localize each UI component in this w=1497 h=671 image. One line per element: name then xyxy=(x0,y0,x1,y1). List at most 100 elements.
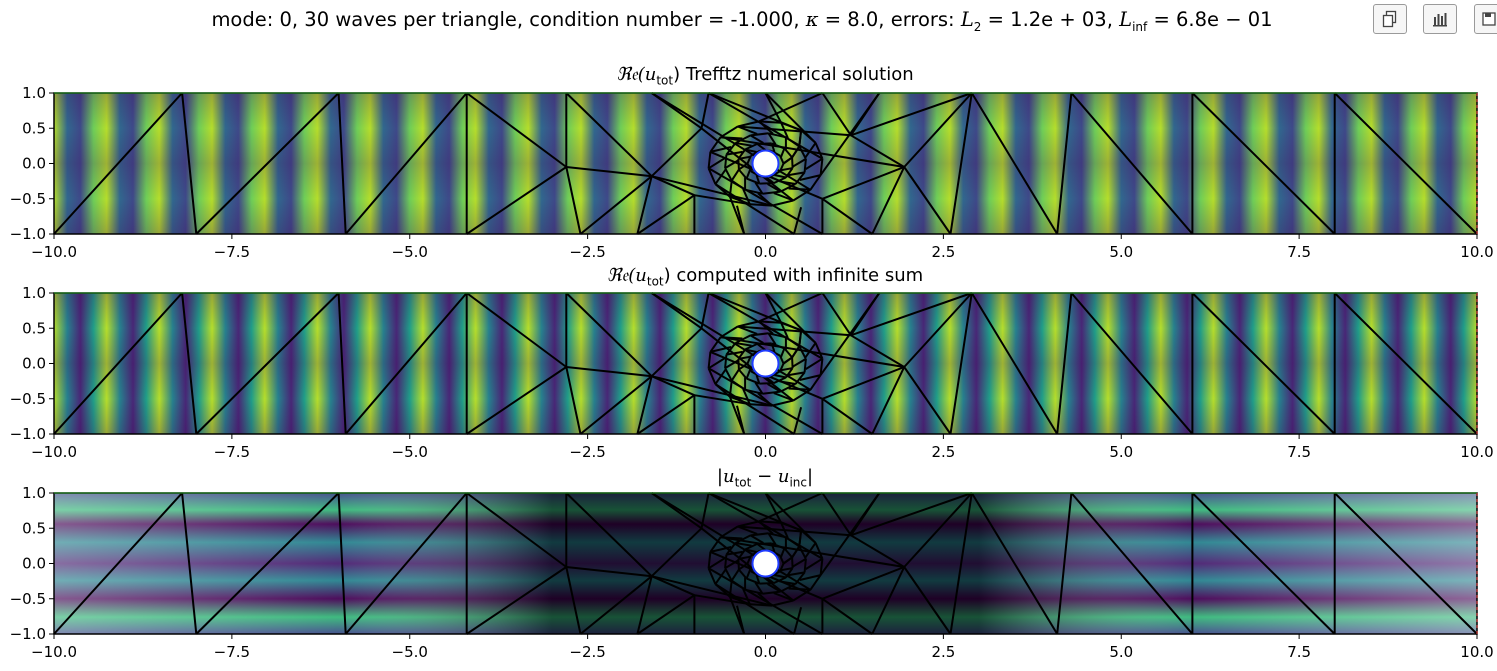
mesh-edge xyxy=(651,127,703,177)
mesh-edge xyxy=(700,92,710,129)
mesh-edge xyxy=(791,545,801,558)
mesh-edge xyxy=(53,492,183,635)
y-tick-label: 1.0 xyxy=(22,484,46,502)
x-tick-label: −7.5 xyxy=(214,643,250,661)
mesh-edge xyxy=(782,356,793,365)
x-tick-label: −2.5 xyxy=(569,243,605,261)
y-tick-label: −0.5 xyxy=(10,590,46,608)
mesh-edge xyxy=(791,557,794,569)
mesh-edge xyxy=(337,92,347,235)
mesh-edge xyxy=(798,130,803,147)
mesh-edge xyxy=(850,334,905,368)
mesh-edge xyxy=(720,525,739,539)
copy-button[interactable] xyxy=(1373,4,1407,34)
mesh-edge xyxy=(1333,492,1478,635)
mesh-edge xyxy=(651,375,695,397)
mesh-edge xyxy=(337,292,347,435)
mesh-edge xyxy=(949,292,973,435)
mesh-edge xyxy=(742,588,751,605)
mesh-edge xyxy=(754,182,764,195)
x-tick-label: 2.5 xyxy=(931,643,955,661)
mesh-edge xyxy=(714,583,795,635)
x-tick-label: 5.0 xyxy=(1109,643,1133,661)
mesh-edge xyxy=(724,154,728,169)
mesh-edge xyxy=(764,492,817,544)
save-button[interactable] xyxy=(1474,4,1497,34)
mesh-edge xyxy=(791,345,801,358)
mesh-edge xyxy=(779,563,785,572)
mesh-edge xyxy=(809,174,822,191)
mesh-edge xyxy=(970,92,1059,235)
mesh-edge xyxy=(1333,292,1478,435)
mesh-edge xyxy=(636,175,653,235)
x-tick-label: −2.5 xyxy=(569,643,605,661)
mesh-edge xyxy=(709,336,722,353)
mesh-edge xyxy=(819,492,881,576)
x-tick-label: −10.0 xyxy=(31,443,77,461)
bar-chart-icon xyxy=(1433,13,1447,27)
chart-button[interactable] xyxy=(1423,4,1457,34)
mesh-edge xyxy=(805,557,823,570)
mesh-edge xyxy=(804,342,817,358)
mesh-edge xyxy=(819,292,881,376)
y-tick-label: 1.0 xyxy=(22,284,46,302)
mesh-edge xyxy=(780,183,796,193)
mesh-edge xyxy=(742,188,751,205)
mesh-edge xyxy=(735,342,752,347)
mesh-edge xyxy=(767,132,777,145)
x-tick-label: 10.0 xyxy=(1460,443,1493,461)
mesh-edge xyxy=(181,292,198,435)
mesh-edge xyxy=(871,566,906,635)
mesh-edge xyxy=(798,330,803,347)
mesh-edge xyxy=(755,374,761,384)
mesh-edge xyxy=(708,167,823,235)
y-tick-label: 0.5 xyxy=(22,319,46,337)
mesh-edge xyxy=(566,566,652,578)
mesh-edge xyxy=(708,92,802,132)
mesh-edge xyxy=(195,292,340,435)
mesh-edge xyxy=(798,145,807,160)
mesh-edge xyxy=(344,292,468,435)
mesh-edge xyxy=(773,592,794,602)
mesh-edge xyxy=(791,357,794,369)
mesh-edge xyxy=(822,366,905,400)
mesh-edge xyxy=(970,292,1059,435)
mesh xyxy=(53,492,1478,635)
mesh-edge xyxy=(714,183,795,235)
mesh-edge xyxy=(780,383,796,393)
mesh-edge xyxy=(708,357,726,370)
mesh-edge xyxy=(53,92,183,235)
obstacle xyxy=(751,349,780,378)
mesh-edge xyxy=(694,194,750,206)
mesh-edge xyxy=(749,334,764,344)
mesh-edge xyxy=(758,520,782,524)
mesh-edge xyxy=(774,374,787,379)
mesh-edge xyxy=(708,492,802,532)
mesh-edge xyxy=(579,375,653,435)
panel-3-axes: 1.0 0.5 0.0 −0.5 −1.0−10.0 −7.5 −5.0 −2.5 0.0 2.5… xyxy=(10,484,1494,661)
mesh-edge xyxy=(750,132,769,137)
mesh-edge xyxy=(708,557,726,570)
mesh-edge xyxy=(724,354,728,369)
mesh-edge xyxy=(1070,292,1194,435)
mesh-edge xyxy=(903,166,952,235)
mesh-edge xyxy=(651,492,811,591)
mesh-edge xyxy=(728,396,746,435)
obstacle xyxy=(751,149,780,178)
mesh-edge xyxy=(767,183,782,193)
mesh-edge xyxy=(651,175,695,197)
mesh-edge xyxy=(700,292,710,329)
mesh-edge xyxy=(850,134,905,168)
x-tick-label: 7.5 xyxy=(1287,443,1311,461)
x-tick-label: −2.5 xyxy=(569,443,605,461)
mesh-edge xyxy=(782,556,793,565)
mesh-edge xyxy=(850,92,973,137)
mesh-edge xyxy=(746,377,760,385)
mesh-edge xyxy=(700,527,794,602)
mesh-edge xyxy=(949,92,973,235)
mesh-edge xyxy=(565,292,653,377)
mesh-edge xyxy=(708,492,823,560)
mesh-edge xyxy=(746,177,760,185)
x-tick-label: 7.5 xyxy=(1287,243,1311,261)
